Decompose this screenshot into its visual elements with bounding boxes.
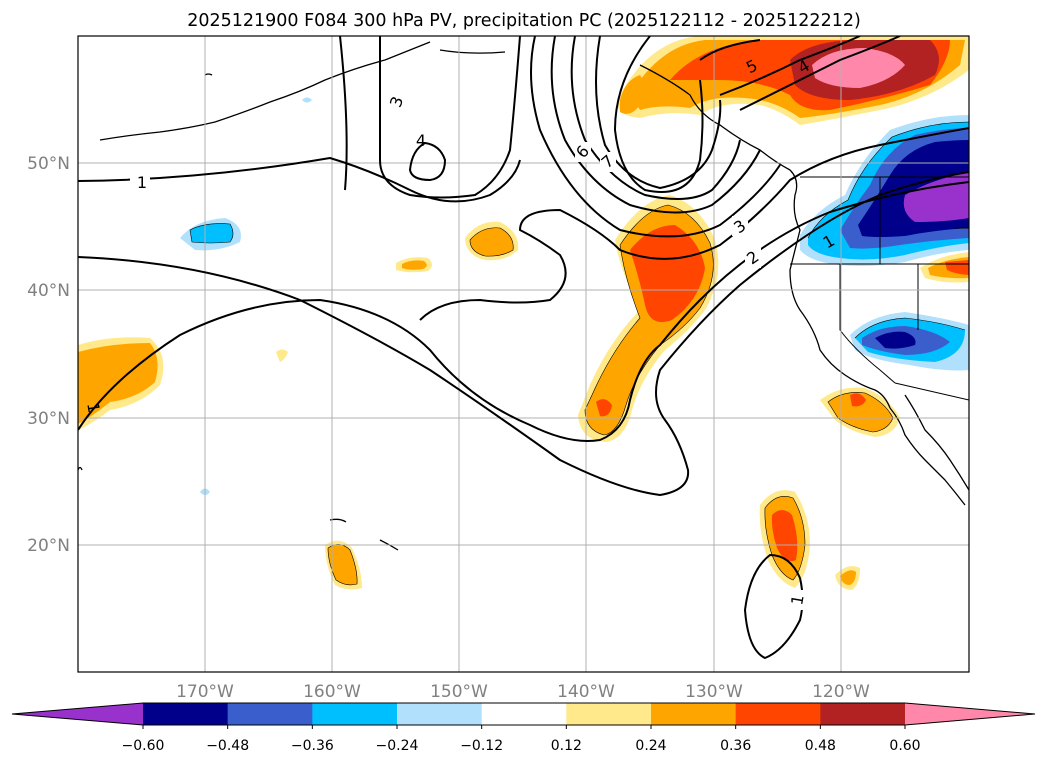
pv-contour-1-main [78, 171, 969, 497]
colorbar-tick-label: 0.36 [720, 738, 751, 754]
pv-contour-3 [419, 127, 969, 321]
colorbar-bin [481, 703, 567, 725]
colorbar-extend-min [12, 703, 143, 725]
lon-tick-120w: 120°W [812, 682, 870, 702]
lon-tick-labels: 170°W 160°W 150°W 140°W 130°W 120°W [176, 682, 870, 702]
colorbar-tick-label: 0.60 [889, 738, 920, 754]
lat-tick-40n: 40°N [27, 281, 70, 301]
lon-tick-140w: 140°W [557, 682, 615, 702]
colorbar-tick-label: −0.36 [291, 738, 334, 754]
chart-title: 2025121900 F084 300 hPa PV, precipitatio… [187, 11, 861, 31]
lon-tick-130w: 130°W [685, 682, 743, 702]
lat-tick-30n: 30°N [27, 409, 70, 429]
colorbar-bin [143, 703, 229, 725]
map-area: 1 3 4 6 7 5 4 3 2 1 1 1 [78, 36, 969, 672]
colorbar-bin [227, 703, 313, 725]
colorbar-bin [312, 703, 398, 725]
pv-label-1-west: 1 [137, 173, 147, 192]
pv-contour-1-south [743, 553, 804, 660]
colorbar-tick-label: 0.48 [805, 738, 836, 754]
lon-tick-150w: 150°W [430, 682, 488, 702]
lat-tick-20n: 20°N [27, 536, 70, 556]
colorbar-bin [651, 703, 737, 725]
pv-contour-3-ridge [339, 36, 521, 199]
pv-label-1-sw: 1 [83, 401, 103, 414]
precip-positive-fill [78, 36, 969, 590]
colorbar-tick-label: −0.24 [376, 738, 419, 754]
colorbar-bin [735, 703, 821, 725]
alaska-peninsula-coast [99, 41, 431, 141]
map-frame [77, 35, 970, 673]
gridlines [78, 36, 969, 672]
pv-contour-2 [78, 181, 969, 442]
colorbar-bin [820, 703, 906, 725]
colorbar-extend-max [905, 703, 1035, 725]
pv-label-1-south: 1 [787, 593, 807, 606]
colorbar: −0.60 −0.48 −0.36 −0.24 −0.12 0.12 0.24 0.36 0.4… [11, 702, 1036, 754]
colorbar-tick-label: 0.12 [551, 738, 582, 754]
lon-tick-170w: 170°W [176, 682, 234, 702]
baja-coast [889, 407, 966, 506]
lon-tick-160w: 160°W [303, 682, 361, 702]
colorbar-bin [566, 703, 652, 725]
pv-label-4-closed: 4 [416, 131, 426, 150]
pv-contours [78, 36, 969, 660]
colorbar-tick-label: 0.24 [635, 738, 666, 754]
colorbar-bin [397, 703, 483, 725]
colorbar-tick-label: −0.60 [122, 738, 165, 754]
lat-tick-labels: 20°N 30°N 40°N 50°N [27, 154, 70, 556]
pv-labels: 1 3 4 6 7 5 4 3 2 1 1 1 [83, 56, 838, 610]
colorbar-tick-label: −0.12 [460, 738, 503, 754]
coastlines [78, 41, 969, 551]
lat-tick-50n: 50°N [27, 154, 70, 174]
pv-contour-4-closed [408, 141, 447, 182]
colorbar-tick-label: −0.48 [206, 738, 249, 754]
gulf-alaska-coast [639, 64, 891, 409]
